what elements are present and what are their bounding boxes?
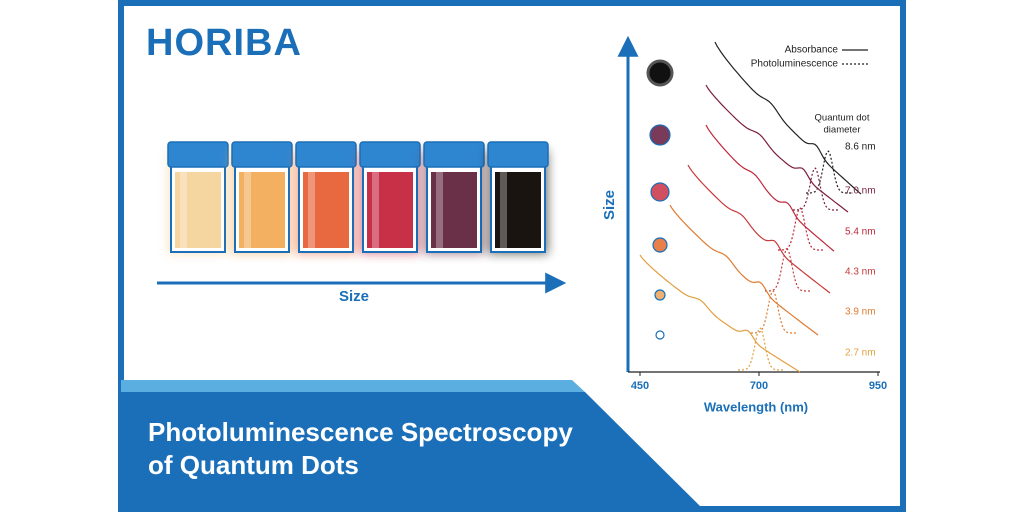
absorbance-curve bbox=[669, 204, 819, 336]
x-tick-label: 700 bbox=[750, 380, 768, 392]
legend-label: Photoluminescence bbox=[751, 59, 839, 70]
size-arrow-label: Size bbox=[339, 288, 369, 305]
vial-cap bbox=[359, 141, 421, 168]
vial-shine bbox=[500, 172, 507, 248]
diameter-label: 2.7 nm bbox=[845, 348, 876, 359]
pl-curve bbox=[793, 167, 838, 211]
diameter-label: 4.3 nm bbox=[845, 267, 876, 278]
pl-curve bbox=[765, 248, 810, 292]
vial-cap bbox=[295, 141, 357, 168]
banner-title: Photoluminescence Spectroscopy bbox=[148, 417, 573, 447]
y-axis-label: Size bbox=[601, 190, 618, 220]
vial-shine bbox=[308, 172, 315, 248]
vial-cap bbox=[423, 141, 485, 168]
x-tick-label: 950 bbox=[869, 380, 887, 392]
logo: HORIBA bbox=[146, 22, 302, 64]
vial-liquid bbox=[303, 172, 349, 248]
vial-shine bbox=[436, 172, 443, 248]
qd-dot bbox=[650, 182, 670, 202]
diameter-title: Quantum dot bbox=[815, 113, 870, 124]
absorbance-curve bbox=[705, 124, 835, 252]
qd-dot bbox=[654, 289, 666, 301]
diameter-label: 3.9 nm bbox=[845, 307, 876, 318]
pl-curve bbox=[751, 290, 796, 334]
vial-liquid bbox=[495, 172, 541, 248]
vial-shine bbox=[372, 172, 379, 248]
vial-cap bbox=[231, 141, 293, 168]
vial-cap bbox=[167, 141, 229, 168]
banner-title: of Quantum Dots bbox=[148, 450, 359, 480]
vial-liquid bbox=[431, 172, 477, 248]
pl-curve bbox=[806, 150, 851, 194]
diameter-title: diameter bbox=[824, 125, 861, 136]
absorbance-curve bbox=[714, 41, 862, 195]
vial-cap bbox=[487, 141, 549, 168]
vial-liquid bbox=[175, 172, 221, 248]
qd-dot bbox=[646, 59, 674, 87]
qd-dot bbox=[649, 124, 671, 146]
vial-row bbox=[167, 141, 549, 254]
absorbance-curve bbox=[639, 254, 801, 373]
absorbance-curve bbox=[705, 84, 849, 213]
x-axis-label: Wavelength (nm) bbox=[704, 399, 808, 414]
vial-shine bbox=[244, 172, 251, 248]
pl-curve bbox=[778, 207, 823, 251]
vial-liquid bbox=[367, 172, 413, 248]
pl-curve bbox=[738, 327, 783, 371]
banner-stripe bbox=[121, 380, 585, 392]
diameter-label: 8.6 nm bbox=[845, 142, 876, 153]
qd-dot bbox=[652, 237, 668, 253]
qd-dot bbox=[655, 330, 665, 340]
banner bbox=[121, 392, 703, 509]
diameter-label: 5.4 nm bbox=[845, 227, 876, 238]
vial-liquid bbox=[239, 172, 285, 248]
legend-label: Absorbance bbox=[785, 45, 839, 56]
diameter-label: 7.0 nm bbox=[845, 186, 876, 197]
absorbance-curve bbox=[687, 164, 831, 294]
vial-shine bbox=[180, 172, 187, 248]
spectra: 450 700 950 8.6 nm 7.0 nm 5.4 nm 4.3 nm 3.9 nm 2… bbox=[631, 41, 887, 392]
x-tick-label: 450 bbox=[631, 380, 649, 392]
